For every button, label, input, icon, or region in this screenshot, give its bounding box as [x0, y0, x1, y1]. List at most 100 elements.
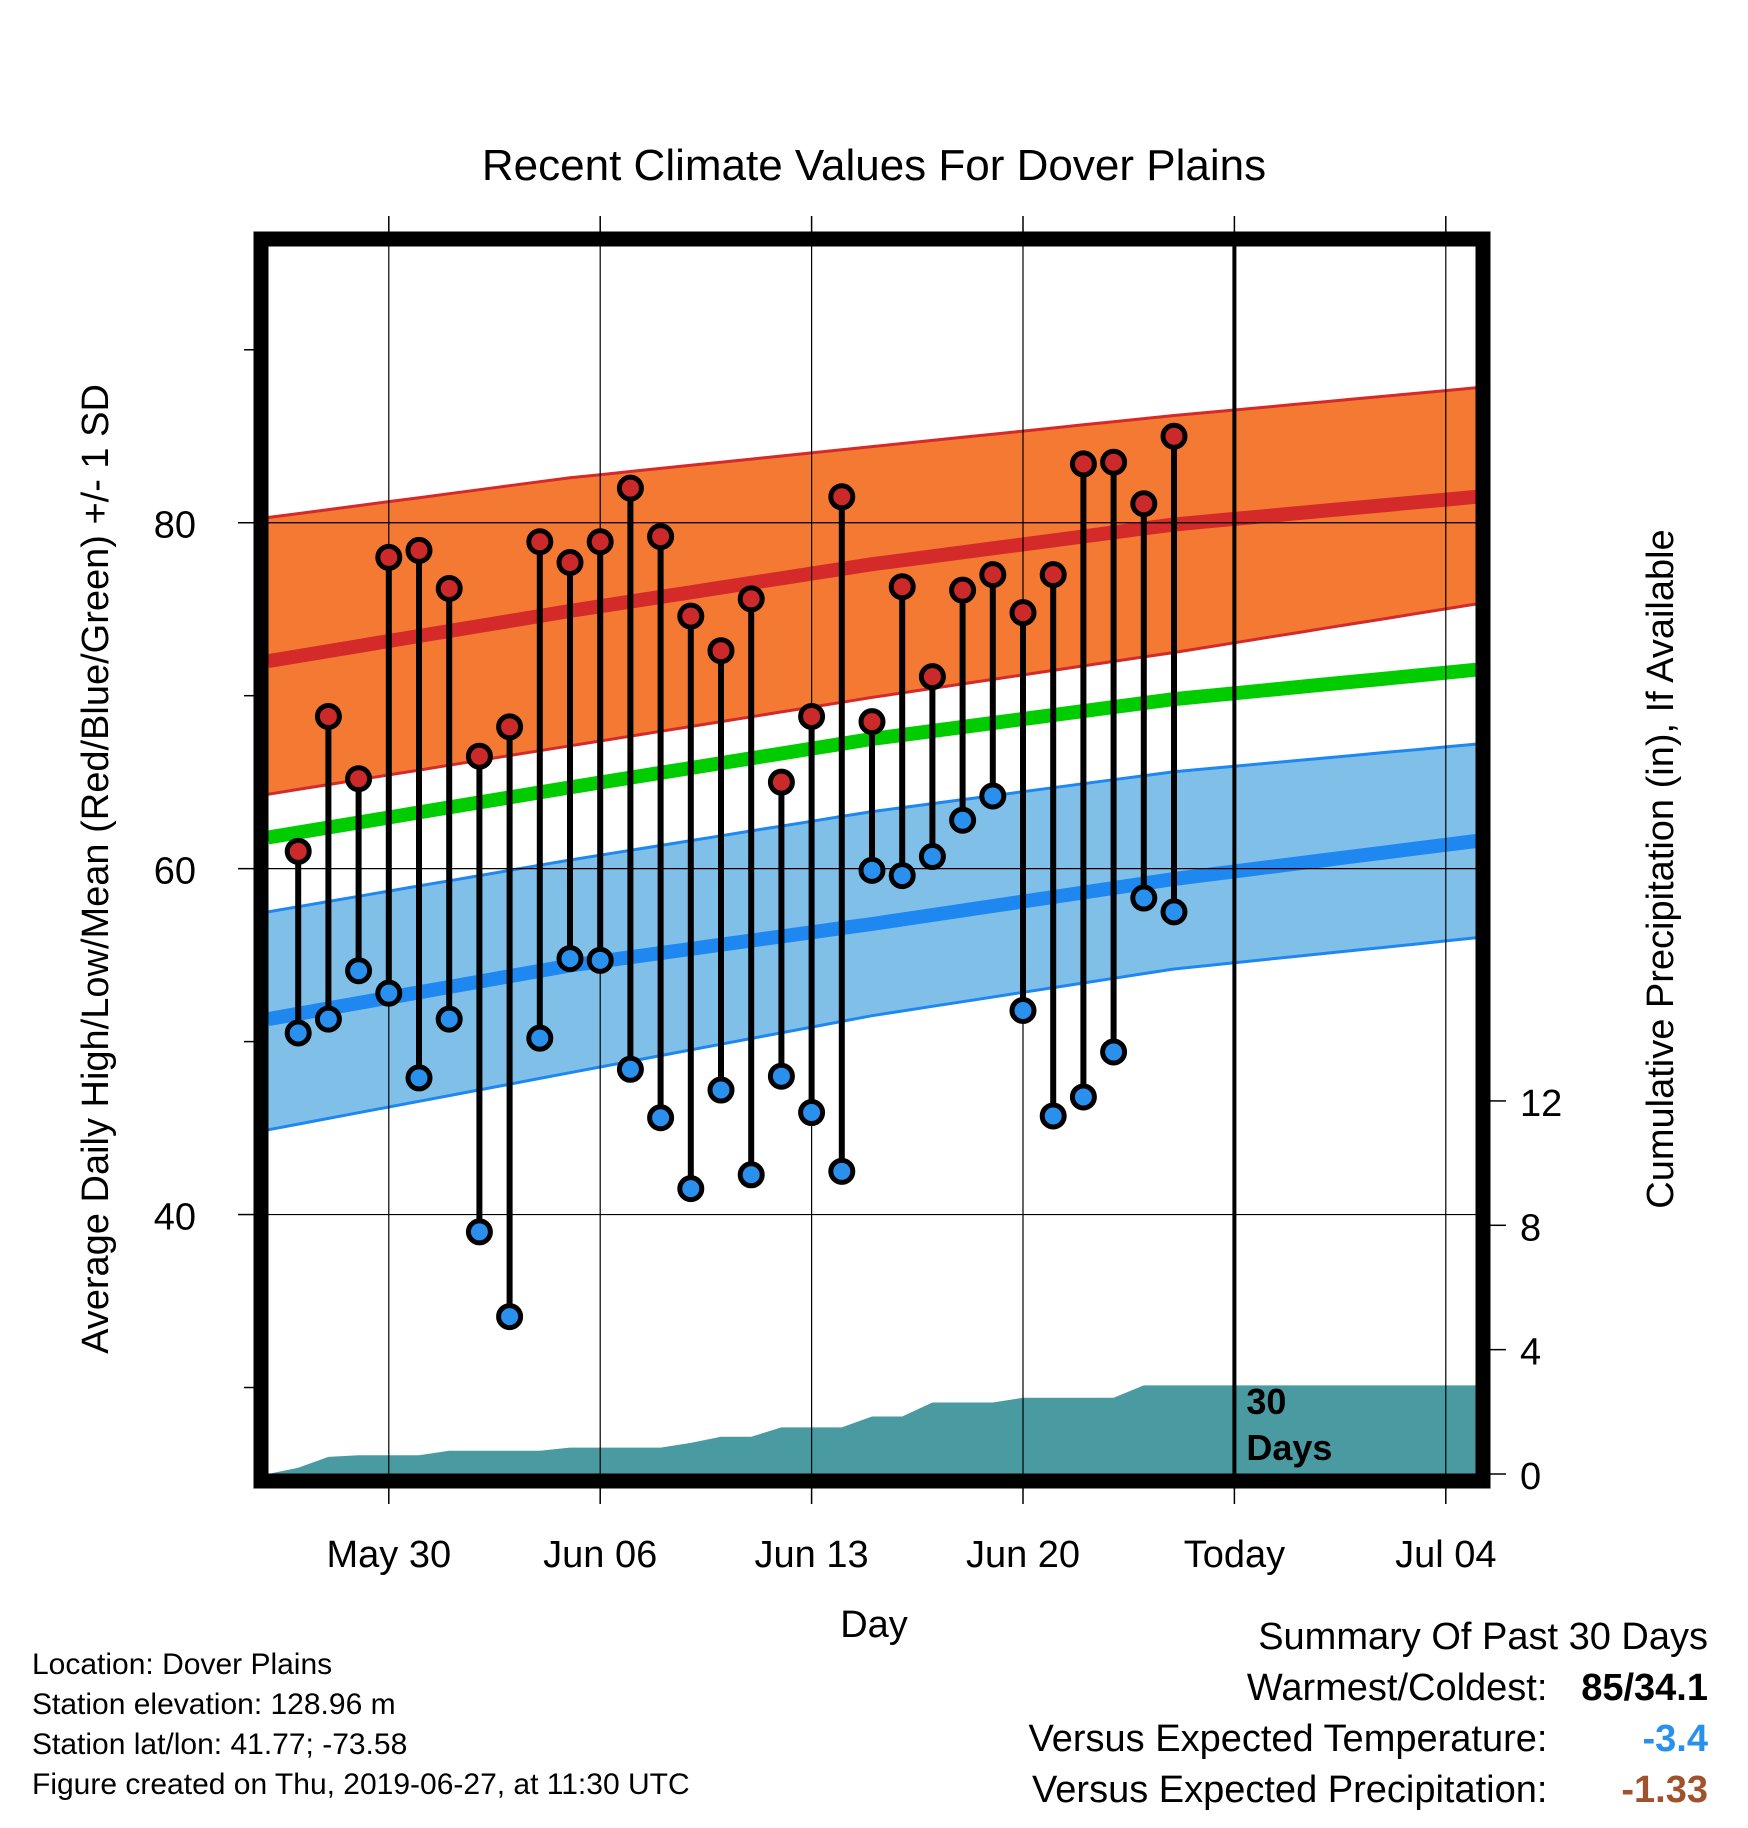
low-temp-point: [888, 862, 916, 890]
high-temp-point: [526, 528, 554, 556]
low-temp-point: [798, 1099, 826, 1127]
plot-area: 30 Days May 30 Jun 06 Jun 13 Jun 20 Today Jul 0…: [154, 216, 1562, 1576]
high-temp-point: [1100, 448, 1128, 476]
high-temp-point: [1039, 561, 1067, 589]
high-temp-point: [737, 585, 765, 613]
x-tick-label: Jun 13: [755, 1534, 869, 1576]
low-temp-point: [828, 1157, 856, 1185]
warmest-label: Warmest/Coldest:: [1246, 1667, 1548, 1709]
low-temp-point: [647, 1104, 675, 1132]
high-temp-point: [767, 768, 795, 796]
low-temp-point: [435, 1005, 463, 1033]
y2-tick-label: 0: [1520, 1456, 1541, 1498]
y2-tick-label: 4: [1520, 1332, 1541, 1374]
high-temp-point: [1009, 599, 1037, 627]
y2-tick-label: 8: [1520, 1207, 1541, 1249]
high-temp-point: [1130, 490, 1158, 518]
latlon-text: Station lat/lon: 41.77; -73.58: [32, 1728, 408, 1761]
low-temp-point: [677, 1175, 705, 1203]
low-temp-point: [707, 1076, 735, 1104]
high-temp-point: [647, 523, 675, 551]
today-days-label: 30 Days: [1246, 1381, 1332, 1468]
plot-frame: [253, 231, 1491, 1489]
high-temp-point: [375, 543, 403, 571]
today-days-label-line: 30: [1246, 1381, 1286, 1422]
low-temp-point: [405, 1064, 433, 1092]
high-temp-point: [405, 536, 433, 564]
high-temp-point: [616, 474, 644, 502]
y-axis-label: Average Daily High/Low/Mean (Red/Blue/Gr…: [75, 384, 117, 1354]
low-temp-point: [586, 946, 614, 974]
summary-precip-row: Versus Expected Precipitation: -1.33: [1029, 1765, 1708, 1816]
y-tick-label: 40: [154, 1197, 196, 1239]
precip-label: Versus Expected Precipitation:: [1032, 1769, 1548, 1811]
high-temp-point: [858, 708, 886, 736]
low-temp-point: [345, 957, 373, 985]
temp-value: -3.4: [1642, 1718, 1708, 1760]
chart-title: Recent Climate Values For Dover Plains: [482, 141, 1266, 190]
high-temp-point: [1160, 422, 1188, 450]
high-temp-point: [707, 637, 735, 665]
summary-panel: Summary Of Past 30 Days Warmest/Coldest:…: [1029, 1612, 1708, 1816]
y-tick-label: 60: [154, 851, 196, 893]
low-temp-point: [858, 856, 886, 884]
low-temp-point: [949, 806, 977, 834]
low-temp-point: [737, 1161, 765, 1189]
x-tick-label: Today: [1184, 1534, 1285, 1576]
low-temp-point: [1009, 996, 1037, 1024]
x-tick-label: Jul 04: [1395, 1534, 1496, 1576]
low-temp-point: [1100, 1038, 1128, 1066]
low-temp-point: [314, 1005, 342, 1033]
low-temp-point: [1039, 1102, 1067, 1130]
low-temp-point: [556, 945, 584, 973]
x-axis-label: Day: [840, 1604, 908, 1646]
high-upper-line: [267, 386, 1477, 519]
summary-warmest-row: Warmest/Coldest: 85/34.1: [1029, 1663, 1708, 1714]
low-temp-point: [375, 979, 403, 1007]
low-temp-point: [465, 1218, 493, 1246]
high-temp-point: [284, 837, 312, 865]
precip-value: -1.33: [1621, 1769, 1708, 1811]
x-tick-label: May 30: [326, 1534, 451, 1576]
high-temp-point: [586, 528, 614, 556]
high-temp-point: [435, 574, 463, 602]
low-temp-point: [526, 1024, 554, 1052]
low-temp-point: [616, 1055, 644, 1083]
x-tick-label: Jun 06: [543, 1534, 657, 1576]
location-text: Location: Dover Plains: [32, 1648, 333, 1681]
summary-heading: Summary Of Past 30 Days: [1258, 1616, 1708, 1658]
low-temp-point: [496, 1303, 524, 1331]
low-temp-point: [1160, 898, 1188, 926]
high-temp-point: [677, 602, 705, 630]
low-temp-point: [1069, 1083, 1097, 1111]
summary-temp-row: Versus Expected Temperature: -3.4: [1029, 1714, 1708, 1765]
high-temp-point: [828, 483, 856, 511]
high-temp-point: [345, 765, 373, 793]
high-temp-point: [314, 702, 342, 730]
low-temp-point: [767, 1062, 795, 1090]
elevation-text: Station elevation: 128.96 m: [32, 1688, 396, 1721]
today-days-label-line: Days: [1246, 1427, 1332, 1468]
x-tick-label: Jun 20: [966, 1534, 1080, 1576]
high-temp-point: [798, 702, 826, 730]
high-temp-point: [888, 573, 916, 601]
y2-tick-label: 12: [1520, 1083, 1562, 1125]
high-temp-point: [918, 663, 946, 691]
precip-area: [268, 1385, 1476, 1474]
created-text: Figure created on Thu, 2019-06-27, at 11…: [32, 1768, 690, 1801]
high-temp-point: [496, 713, 524, 741]
high-temp-point: [949, 576, 977, 604]
low-temp-point: [918, 843, 946, 871]
station-info: Location: Dover Plains Station elevation…: [32, 1645, 690, 1805]
low-lower-line: [267, 936, 1477, 1132]
low-temp-point: [1130, 884, 1158, 912]
low-temp-point: [284, 1019, 312, 1047]
high-temp-point: [1069, 450, 1097, 478]
warmest-value: 85/34.1: [1581, 1667, 1708, 1709]
high-temp-point: [979, 561, 1007, 589]
y-tick-label: 80: [154, 505, 196, 547]
temp-label: Versus Expected Temperature:: [1028, 1718, 1548, 1760]
high-temp-point: [465, 742, 493, 770]
normal-high-line: [266, 489, 1477, 669]
